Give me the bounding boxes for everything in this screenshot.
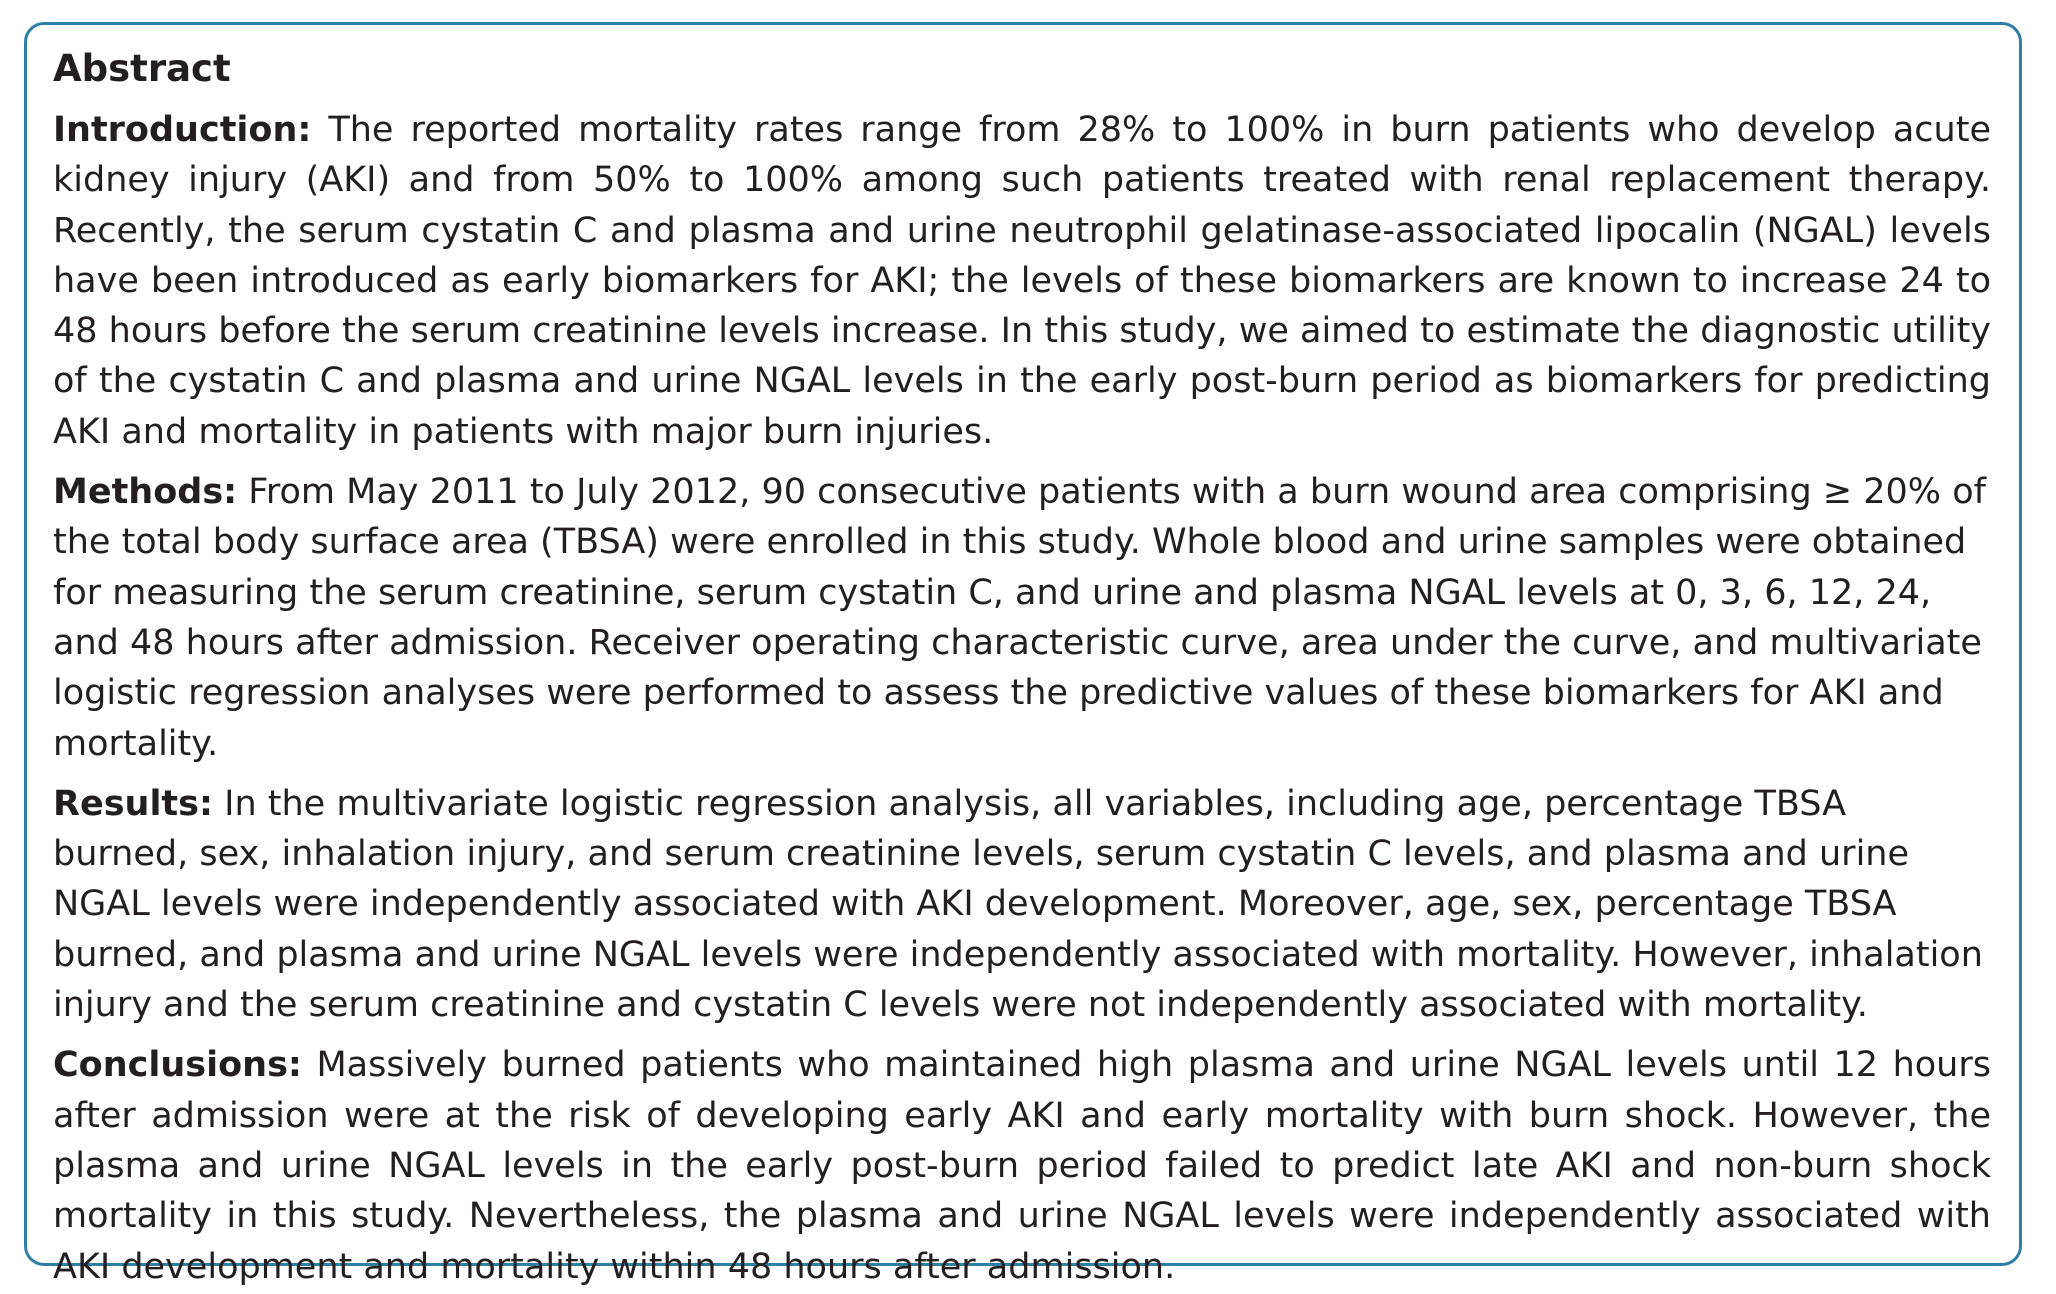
results-text: In the multivariate logistic regression … <box>53 783 1983 1026</box>
results-label: Results: <box>53 783 213 824</box>
introduction-section: Introduction: The reported mortality rat… <box>53 105 1991 457</box>
introduction-label: Introduction: <box>53 110 312 150</box>
introduction-text: The reported mortality rates range from … <box>53 110 1991 452</box>
methods-label: Methods: <box>53 472 238 513</box>
conclusions-text: Massively burned patients who maintained… <box>53 1045 1991 1287</box>
conclusions-section: Conclusions: Massively burned patients w… <box>53 1040 1991 1291</box>
results-section: Results: In the multivariate logistic re… <box>53 779 1991 1030</box>
abstract-box: Abstract Introduction: The reported mort… <box>24 22 2022 1287</box>
methods-text: From May 2011 to July 2012, 90 consecuti… <box>53 472 1986 764</box>
abstract-heading: Abstract <box>53 47 231 90</box>
conclusions-label: Conclusions: <box>53 1045 302 1086</box>
methods-section: Methods: From May 2011 to July 2012, 90 … <box>53 467 1991 769</box>
